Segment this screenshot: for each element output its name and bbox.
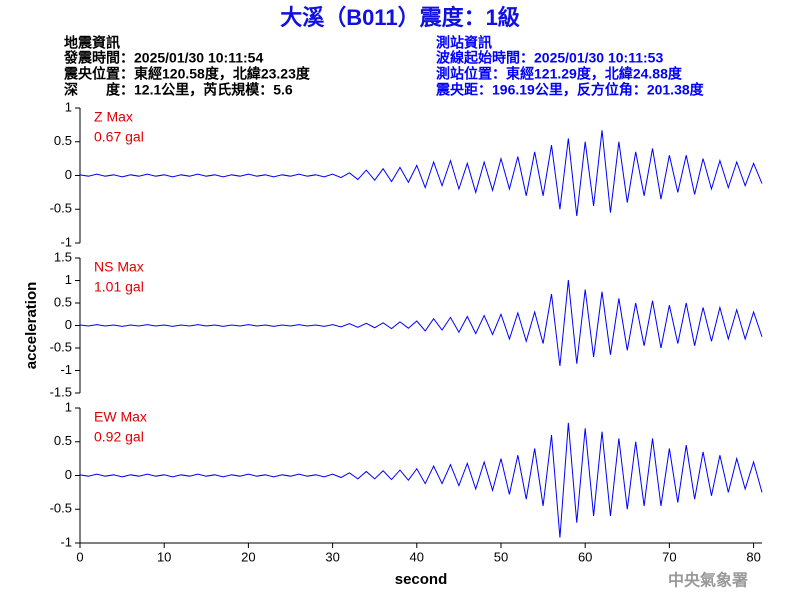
info-line: 震央位置：東經120.58度，北緯23.23度 — [63, 66, 311, 82]
info-line: 波線起始時間：2025/01/30 10:11:53 — [436, 50, 663, 66]
info-line: 地震資訊 — [64, 35, 120, 51]
agency: 中央氣象署 — [668, 571, 748, 590]
y-tick-label: -0.5 — [50, 201, 72, 216]
info-line: 震央距：196.19公里，反方位角：201.38度 — [435, 82, 705, 98]
waveform — [79, 422, 763, 538]
y-tick-label: 0 — [65, 317, 72, 332]
y-tick-label: 1.5 — [54, 249, 72, 264]
x-tick-label: 30 — [325, 549, 339, 564]
y-tick-label: 0.5 — [54, 133, 72, 148]
waveform — [79, 130, 763, 217]
y-tick-label: 0 — [65, 167, 72, 182]
y-tick-label: 1 — [65, 99, 72, 114]
y-tick-label: -1 — [60, 362, 72, 377]
max-label: 0.92 gal — [94, 429, 144, 445]
annotation: EW Max — [94, 409, 147, 425]
info-line: 測站資訊 — [436, 35, 492, 51]
y-tick-label: 0.5 — [54, 433, 72, 448]
y-tick-label: -0.5 — [50, 339, 72, 354]
y-tick-label: -1 — [60, 234, 72, 249]
y-tick-label: 1 — [65, 272, 72, 287]
x-axis-label: second — [395, 571, 448, 588]
y-tick-label: 0.5 — [54, 294, 72, 309]
max-label: 0.67 gal — [94, 129, 144, 145]
info-line: 深 度：12.1公里，芮氏規模：5.6 — [64, 82, 293, 98]
info-line: 發震時間：2025/01/30 10:11:54 — [63, 50, 263, 66]
max-label: 1.01 gal — [94, 279, 144, 295]
annotation: NS Max — [94, 259, 144, 275]
annotation: Z Max — [94, 109, 133, 125]
info-line: 測站位置：東經121.29度，北緯24.88度 — [436, 66, 683, 82]
x-tick-label: 80 — [746, 549, 760, 564]
x-tick-label: 50 — [494, 549, 508, 564]
x-tick-label: 10 — [157, 549, 171, 564]
y-tick-label: 1 — [65, 399, 72, 414]
waveform — [79, 279, 763, 367]
y-tick-label: -0.5 — [50, 501, 72, 516]
x-tick-label: 20 — [241, 549, 255, 564]
x-tick-label: 40 — [410, 549, 424, 564]
x-tick-label: 60 — [578, 549, 592, 564]
x-tick-label: 0 — [76, 549, 83, 564]
y-axis-label: acceleration — [23, 282, 40, 370]
y-tick-label: -1.5 — [50, 384, 72, 399]
title: 大溪（B011）震度：1級 — [280, 5, 520, 30]
y-tick-label: -1 — [60, 534, 72, 549]
x-tick-label: 70 — [662, 549, 676, 564]
y-tick-label: 0 — [65, 467, 72, 482]
